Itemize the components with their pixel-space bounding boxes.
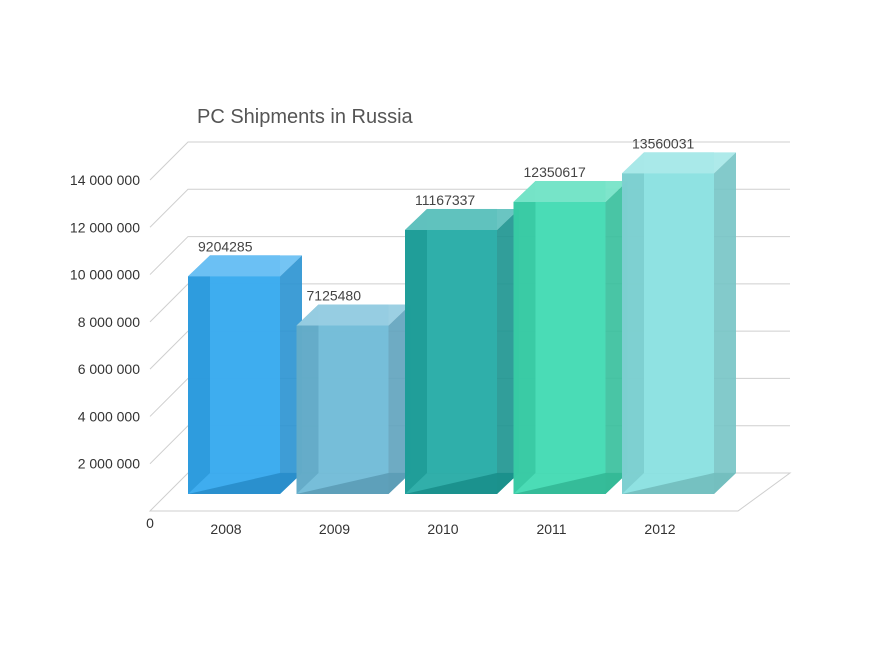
bar-top xyxy=(188,255,302,277)
bar-side xyxy=(296,304,319,494)
bar-side xyxy=(513,180,536,494)
y-tick-label: 2 000 000 xyxy=(78,456,140,472)
data-label: 13560031 xyxy=(632,135,695,151)
bar-inner xyxy=(535,180,606,473)
data-label: 9204285 xyxy=(198,238,253,254)
y-tick-label: 12 000 000 xyxy=(70,219,140,235)
bar xyxy=(513,180,628,494)
floor xyxy=(148,472,792,512)
bar xyxy=(622,152,736,494)
gridline xyxy=(149,141,790,181)
x-tick-label: 2009 xyxy=(319,521,350,537)
bar-bottom xyxy=(622,473,736,494)
bar-bottom xyxy=(188,473,302,494)
bars xyxy=(188,152,736,495)
x-tick-label: 2008 xyxy=(210,521,241,537)
data-label: 7125480 xyxy=(307,288,362,304)
bar-side xyxy=(405,208,427,495)
bar-bottom xyxy=(296,473,411,494)
x-tick-label: 2010 xyxy=(427,521,458,537)
data-labels: 9204285 7125480 11167337 12350617 13560031 xyxy=(198,135,695,303)
x-tick-label: 2012 xyxy=(644,521,675,537)
data-label: 12350617 xyxy=(524,164,587,180)
y-axis: 0 2 000 000 4 000 000 6 000 000 8 000 000 10 … xyxy=(70,172,154,531)
bar-bottom xyxy=(405,473,519,494)
y-tick-label: 0 xyxy=(146,515,154,531)
y-tick-label: 8 000 000 xyxy=(78,314,140,330)
y-tick-label: 6 000 000 xyxy=(78,361,140,377)
x-tick-label: 2011 xyxy=(536,521,566,537)
bar-inner xyxy=(210,255,280,473)
y-tick-label: 10 000 000 xyxy=(70,267,140,283)
bar-bottom xyxy=(513,473,628,494)
bar-inner xyxy=(318,304,389,473)
bar xyxy=(405,208,519,495)
bar-inner xyxy=(644,152,714,473)
bar-top xyxy=(622,152,736,174)
data-label: 11167337 xyxy=(415,192,475,208)
bar-inner xyxy=(427,208,497,474)
y-tick-label: 14 000 000 xyxy=(70,172,140,188)
bar-side xyxy=(622,152,644,494)
bar-right xyxy=(714,152,736,494)
x-axis: 2008 2009 2010 2011 2012 xyxy=(210,521,675,537)
bar-top xyxy=(405,208,519,230)
bar-top xyxy=(296,304,411,326)
bar xyxy=(296,304,411,494)
bar-side xyxy=(188,255,210,494)
bar-top xyxy=(513,180,628,202)
y-tick-label: 4 000 000 xyxy=(78,408,140,424)
chart-title: PC Shipments in Russia xyxy=(197,106,414,128)
bar xyxy=(188,255,302,494)
